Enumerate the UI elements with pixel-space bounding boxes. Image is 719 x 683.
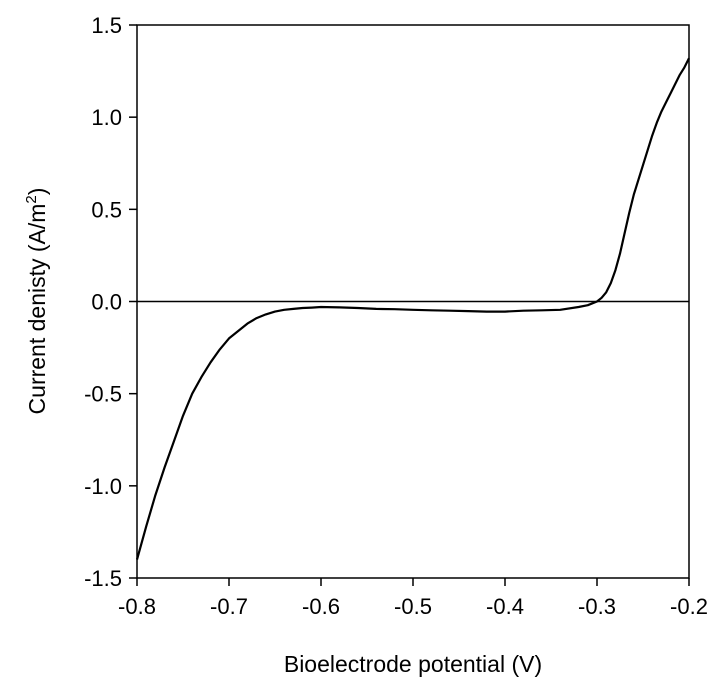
y-axis-title-tail: ) xyxy=(24,188,50,196)
y-axis-title-superscript: 2 xyxy=(23,195,40,203)
x-tick-label: -0.6 xyxy=(302,594,340,619)
y-tick-label: 1.5 xyxy=(91,13,122,38)
y-tick-label: 1.0 xyxy=(91,105,122,130)
y-tick-label: -1.0 xyxy=(84,474,122,499)
y-tick-label: -1.5 xyxy=(84,566,122,591)
x-axis-title: Bioelectrode potential (V) xyxy=(284,651,542,677)
x-tick-label: -0.5 xyxy=(394,594,432,619)
x-tick-label: -0.4 xyxy=(486,594,524,619)
y-tick-label: -0.5 xyxy=(84,382,122,407)
y-tick-label: 0.5 xyxy=(91,197,122,222)
y-axis-title-main: Current denisty (A/m xyxy=(24,204,50,415)
y-tick-label: 0.0 xyxy=(91,290,122,315)
x-tick-label: -0.7 xyxy=(210,594,248,619)
series-layer xyxy=(135,57,690,560)
y-axis: -1.5 -1.0 -0.5 0.0 0.5 1.0 1.5 xyxy=(84,13,137,591)
x-tick-label: -0.8 xyxy=(118,594,156,619)
series-line xyxy=(135,57,690,560)
x-axis: -0.8 -0.7 -0.6 -0.5 -0.4 -0.3 -0.2 xyxy=(118,578,708,619)
y-axis-title: Current denisty (A/m2) xyxy=(23,188,50,415)
x-tick-label: -0.3 xyxy=(578,594,616,619)
x-tick-label: -0.2 xyxy=(670,594,708,619)
